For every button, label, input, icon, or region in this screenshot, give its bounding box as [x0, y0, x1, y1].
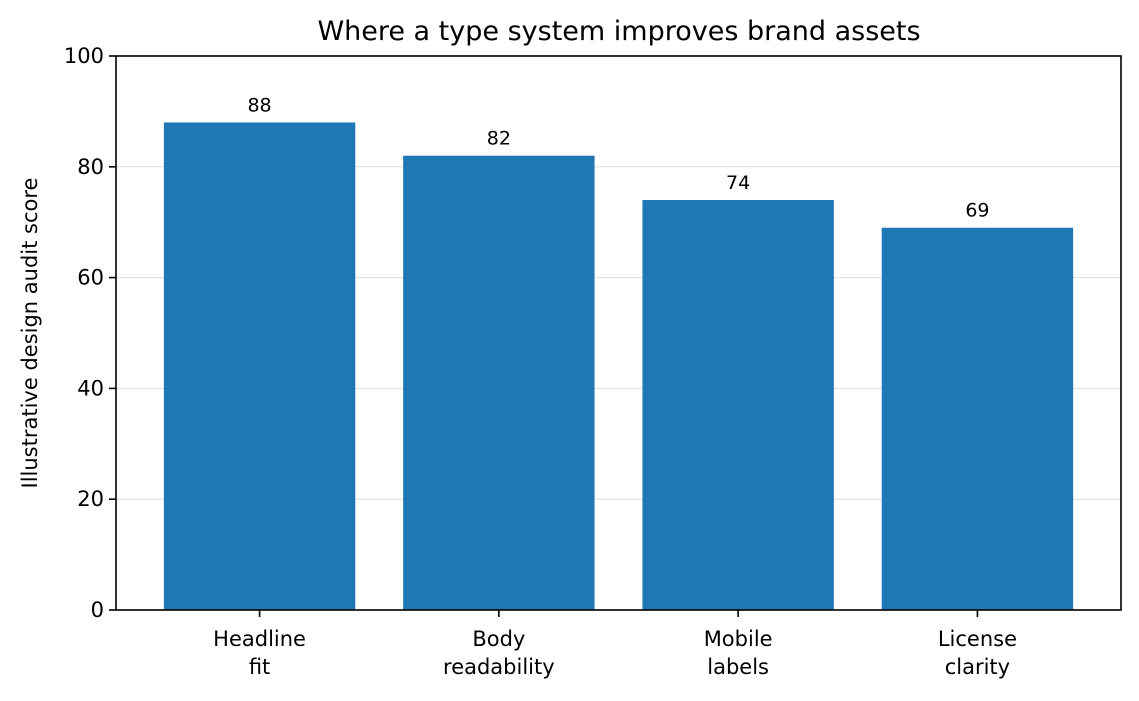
bar-value-label: 69 [965, 200, 989, 222]
bars [163, 122, 1074, 611]
x-axis-ticks: Headline fit Body readability Mobile labels Li… [213, 610, 1017, 679]
x-tick-label: Mobile labels [704, 627, 773, 679]
bar [642, 200, 834, 611]
y-axis-label: Illustrative design audit score [18, 178, 42, 489]
y-tick-label: 60 [77, 266, 104, 290]
x-tick-label: License clarity [938, 627, 1017, 679]
x-tick-label: Headline fit [213, 627, 306, 679]
x-tick-label: Body readability [443, 627, 555, 679]
y-tick-label: 20 [77, 487, 104, 511]
y-tick-label: 0 [91, 598, 104, 622]
bar-value-label: 88 [247, 94, 271, 116]
chart-title: Where a type system improves brand asset… [317, 16, 920, 47]
bar-value-label: 82 [487, 128, 511, 150]
y-tick-label: 100 [64, 44, 104, 68]
bar [881, 227, 1074, 611]
axes [115, 55, 1122, 611]
y-tick-label: 80 [77, 155, 104, 179]
plot-frame [115, 55, 1122, 611]
data-labels: 88 82 74 69 [247, 94, 989, 221]
y-tick-label: 40 [77, 376, 104, 400]
bar [163, 122, 356, 610]
bar-value-label: 74 [726, 172, 750, 194]
y-axis-ticks: 0 20 40 60 80 100 [64, 44, 116, 622]
bar [403, 155, 595, 610]
